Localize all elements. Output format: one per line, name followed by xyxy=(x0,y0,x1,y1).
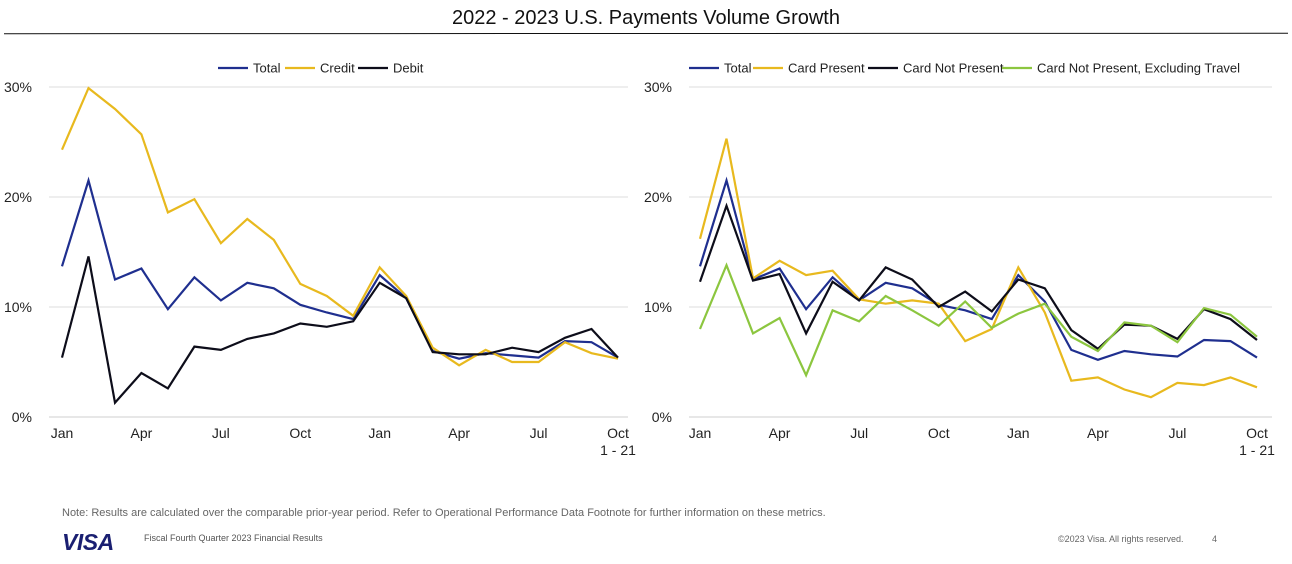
legend-label: Card Present xyxy=(788,61,865,76)
x-tick-label: Oct xyxy=(607,425,629,441)
footer-report-name: Fiscal Fourth Quarter 2023 Financial Res… xyxy=(144,533,323,543)
series-line-total xyxy=(698,176,1258,361)
x-tick-label: Jan xyxy=(51,425,74,441)
x-tick-label: Oct xyxy=(1246,425,1268,441)
footnote: Note: Results are calculated over the co… xyxy=(62,507,826,519)
legend-label: Card Not Present xyxy=(903,61,1004,76)
x-tick-label: Oct xyxy=(928,425,950,441)
x-tick-label: Jan xyxy=(368,425,391,441)
series-line-debit xyxy=(60,256,619,406)
y-tick-label: 30% xyxy=(644,79,672,95)
x-tick-label: Apr xyxy=(131,425,153,441)
y-tick-label: 10% xyxy=(644,299,672,315)
x-tick-label: Apr xyxy=(448,425,470,441)
legend-label: Debit xyxy=(393,61,424,76)
series-line-credit xyxy=(60,86,619,367)
x-tick-label: Apr xyxy=(1087,425,1109,441)
x-tick-label: Jan xyxy=(689,425,712,441)
series-line-card-not-present-excluding-travel xyxy=(698,262,1258,378)
x-tick-label: Jul xyxy=(212,425,230,441)
x-tick-label: Jul xyxy=(1168,425,1186,441)
title-rule xyxy=(3,32,1289,35)
y-tick-label: 0% xyxy=(12,409,32,425)
page-title: 2022 - 2023 U.S. Payments Volume Growth xyxy=(452,7,840,29)
y-tick-label: 20% xyxy=(4,189,32,205)
x-tick-label: Jul xyxy=(530,425,548,441)
y-tick-label: 30% xyxy=(4,79,32,95)
series-line-card-not-present xyxy=(698,202,1258,351)
page-number: 4 xyxy=(1212,534,1218,544)
x-tick-label: Apr xyxy=(769,425,791,441)
y-tick-label: 0% xyxy=(652,409,672,425)
y-tick-label: 10% xyxy=(4,299,32,315)
x-tick-label: Jan xyxy=(1007,425,1030,441)
legend-label: Total xyxy=(724,61,752,76)
x-tick-label: Oct xyxy=(289,425,311,441)
x-tick-sublabel: 1 - 21 xyxy=(600,442,636,458)
legend-label: Credit xyxy=(320,61,355,76)
legend-label: Card Not Present, Excluding Travel xyxy=(1037,61,1240,76)
legend-label: Total xyxy=(253,61,281,76)
x-tick-label: Jul xyxy=(850,425,868,441)
series-line-card-present xyxy=(698,138,1258,399)
y-tick-label: 20% xyxy=(644,189,672,205)
series-line-total xyxy=(60,176,619,360)
x-tick-sublabel: 1 - 21 xyxy=(1239,442,1275,458)
visa-logo: VISA xyxy=(62,529,114,555)
footer-copyright: ©2023 Visa. All rights reserved. xyxy=(1058,534,1184,544)
